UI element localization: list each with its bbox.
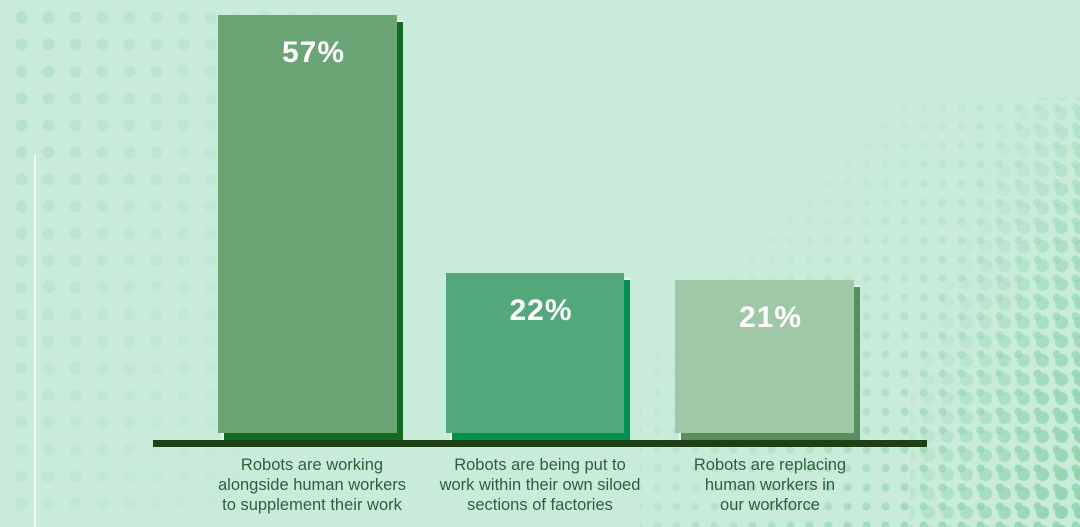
bar-robots-supplement: 57% bbox=[218, 15, 403, 440]
bar-category-label: Robots are working alongside human worke… bbox=[182, 455, 442, 515]
caption-line: to supplement their work bbox=[222, 496, 402, 514]
bar-value-label: 57% bbox=[281, 36, 346, 69]
dot-pattern-right-large bbox=[910, 97, 1080, 527]
bar-category-label: Robots are replacing human workers in ou… bbox=[640, 455, 900, 515]
caption-line: Robots are replacing bbox=[693, 456, 847, 474]
caption-line: our workforce bbox=[720, 496, 820, 514]
caption-line: alongside human workers bbox=[217, 476, 407, 494]
bar-category-label: Robots are being put to work within thei… bbox=[410, 455, 670, 515]
bar-robots-siloed: 22% bbox=[446, 273, 630, 440]
left-edge-highlight-line bbox=[34, 155, 36, 527]
caption-line: sections of factories bbox=[467, 496, 613, 514]
bar-value-label: 22% bbox=[509, 294, 573, 327]
caption-line: Robots are working bbox=[240, 456, 384, 474]
caption-line: human workers in bbox=[704, 476, 836, 494]
caption-line: Robots are being put to bbox=[454, 456, 626, 474]
caption-line: work within their own siloed bbox=[439, 476, 641, 494]
x-axis-baseline bbox=[153, 440, 927, 447]
bar-value-label: 21% bbox=[738, 301, 803, 334]
bar-robots-replacing: 21% bbox=[675, 280, 860, 440]
